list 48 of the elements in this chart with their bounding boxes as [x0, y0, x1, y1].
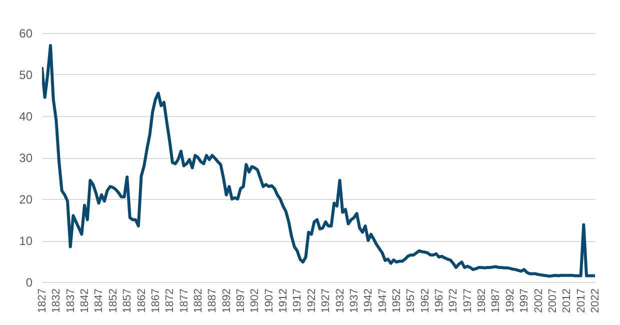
- x-tick-label: 1847: [93, 288, 106, 313]
- y-tick-label: 60: [19, 26, 33, 40]
- y-tick-label: 30: [19, 151, 33, 165]
- x-tick-label: 1997: [518, 288, 531, 313]
- x-tick-label: 1902: [249, 288, 262, 313]
- x-tick-label: 1872: [164, 288, 176, 313]
- x-tick-label: 1887: [206, 288, 219, 313]
- x-tick-label: 1907: [263, 288, 276, 313]
- x-tick-label: 1927: [320, 288, 332, 313]
- x-tick-label: 1912: [278, 288, 290, 313]
- x-tick-label: 1967: [434, 288, 446, 313]
- x-tick-label: 1952: [390, 288, 403, 313]
- x-tick-label: 1897: [235, 288, 248, 313]
- y-tick-label: 50: [19, 68, 33, 82]
- x-tick-label: 2002: [532, 288, 545, 313]
- x-tick-label: 2012: [561, 288, 574, 313]
- x-tick-label: 1922: [306, 288, 318, 313]
- x-tick-label: 1962: [419, 288, 432, 313]
- x-tick-label: 1892: [220, 288, 233, 313]
- y-tick-label: 40: [19, 110, 33, 124]
- y-tick-label: 10: [19, 234, 33, 248]
- x-tick-label: 1862: [136, 288, 148, 313]
- x-tick-label: 1837: [64, 288, 77, 313]
- x-tick-label: 2022: [590, 288, 602, 313]
- x-tick-label: 1917: [292, 288, 304, 313]
- x-tick-label: 1942: [362, 288, 375, 313]
- x-tick-label: 1972: [448, 288, 460, 313]
- x-tick-label: 1992: [504, 288, 516, 313]
- x-tick-label: 1877: [178, 288, 190, 313]
- x-tick-label: 1857: [122, 288, 134, 313]
- x-tick-label: 1842: [79, 288, 92, 313]
- x-tick-label: 1832: [50, 288, 63, 313]
- x-tick-label: 2017: [575, 288, 588, 313]
- x-tick-label: 1982: [476, 288, 488, 313]
- x-tick-label: 1827: [36, 288, 48, 313]
- x-tick-label: 1957: [405, 288, 418, 313]
- x-tick-label: 1987: [490, 288, 502, 313]
- x-tick-label: 1932: [334, 288, 346, 313]
- x-tick-label: 1852: [107, 288, 120, 313]
- x-tick-label: 1882: [192, 288, 204, 313]
- x-tick-label: 1867: [150, 288, 162, 313]
- y-tick-label: 20: [19, 192, 33, 206]
- line-series: [42, 44, 595, 278]
- x-tick-label: 1947: [376, 288, 389, 313]
- x-tick-label: 1977: [462, 288, 474, 313]
- y-tick-label: 0: [26, 276, 33, 290]
- x-tick-label: 2007: [546, 288, 559, 313]
- x-tick-label: 1937: [348, 288, 360, 313]
